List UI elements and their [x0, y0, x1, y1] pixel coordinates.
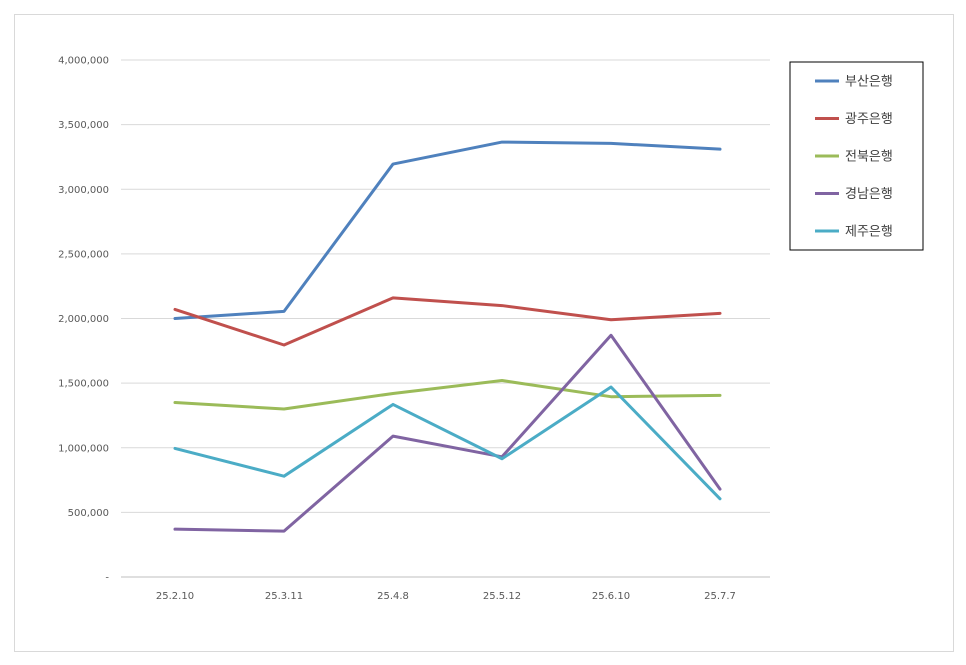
legend-label: 광주은행 [845, 111, 893, 127]
y-tick-label: 3,000,000 [58, 185, 109, 196]
y-axis: - 500,000 1,000,000 1,500,000 2,000,000 2,500… [58, 56, 109, 584]
series-line-2 [173, 296, 722, 347]
legend-label: 전북은행 [845, 149, 893, 165]
series-line-1 [173, 140, 722, 320]
series-line-4 [173, 333, 722, 533]
legend-label: 경남은행 [845, 186, 893, 202]
y-tick-label: 1,500,000 [58, 379, 109, 390]
series-lines [173, 140, 722, 533]
x-tick-label: 25.4.8 [377, 591, 409, 602]
x-tick-label: 25.5.12 [483, 591, 521, 602]
legend-label: 부산은행 [845, 74, 893, 90]
legend-label: 제주은행 [845, 224, 893, 240]
x-tick-label: 25.2.10 [156, 591, 194, 602]
legend-box [789, 61, 924, 251]
y-tick-label: 3,500,000 [58, 120, 109, 131]
gridlines [121, 59, 770, 578]
x-tick-label: 25.7.7 [704, 591, 736, 602]
series-line-3 [173, 379, 722, 411]
y-tick-label: 2,500,000 [58, 249, 109, 260]
y-tick-label: 4,000,000 [58, 56, 109, 67]
x-tick-label: 25.6.10 [592, 591, 630, 602]
y-tick-label: 1,000,000 [58, 443, 109, 454]
x-tick-label: 25.3.11 [265, 591, 303, 602]
series-line-5 [173, 385, 722, 501]
y-tick-label: 500,000 [68, 508, 109, 519]
y-tick-label: - [105, 573, 109, 584]
y-tick-label: 2,000,000 [58, 314, 109, 325]
x-axis: 25.2.10 25.3.11 25.4.8 25.5.12 25.6.10 25.7.7 [156, 591, 736, 602]
